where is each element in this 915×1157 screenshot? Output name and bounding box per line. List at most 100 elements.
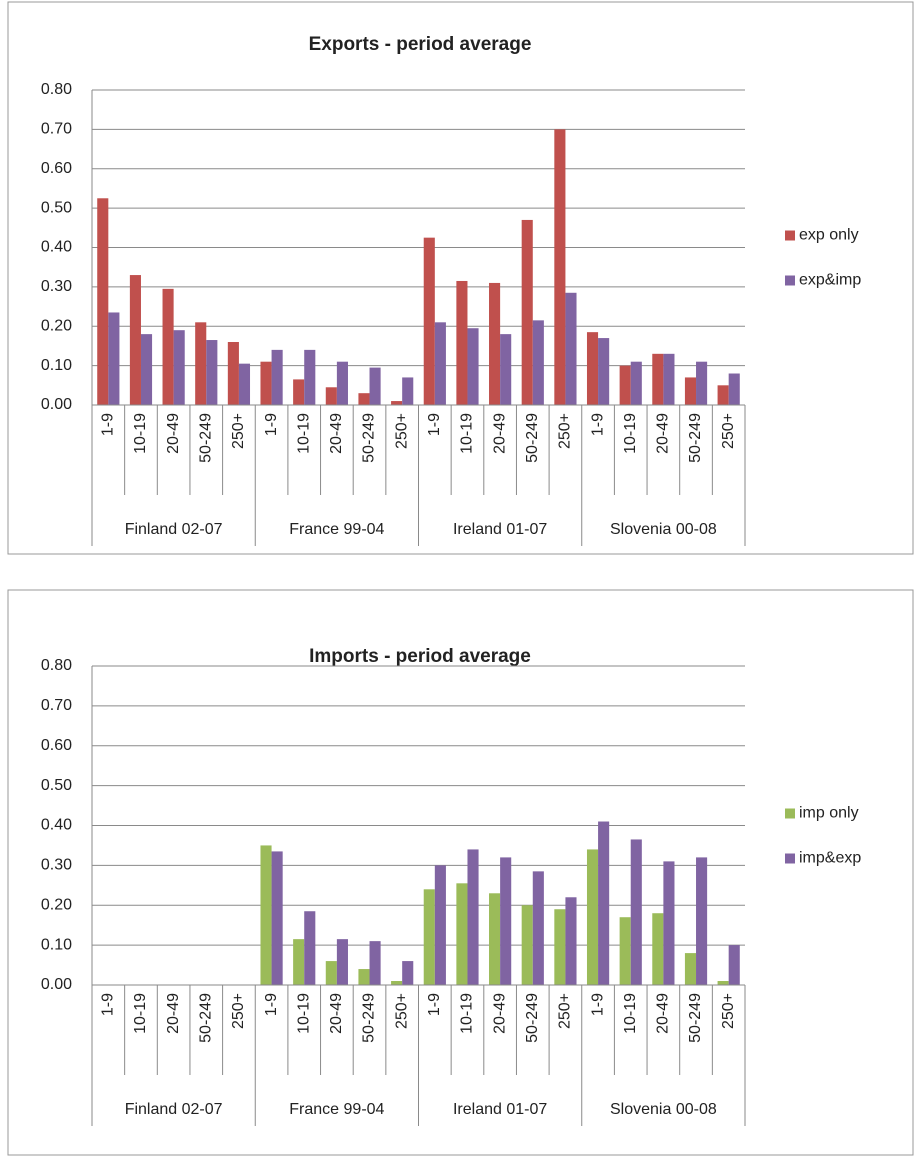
- bar: [304, 911, 316, 985]
- bar: [467, 328, 479, 405]
- bar: [271, 851, 283, 985]
- legend-swatch: [785, 230, 795, 241]
- x-tick-label: 250+: [230, 413, 247, 449]
- x-tick-label: 50-249: [361, 413, 378, 463]
- y-tick-label: 0.50: [41, 777, 72, 794]
- chart-title: Imports - period average: [309, 646, 531, 667]
- legend-label: imp only: [799, 805, 859, 822]
- bar: [598, 338, 610, 405]
- bar: [717, 981, 729, 985]
- bar: [108, 312, 120, 405]
- group-label: Finland 02-07: [125, 521, 223, 538]
- bar: [260, 845, 272, 985]
- bar: [304, 349, 316, 405]
- legend-swatch: [785, 275, 795, 286]
- bar: [162, 288, 174, 405]
- x-tick-label: 10-19: [622, 993, 639, 1034]
- group-label: Slovenia 00-08: [610, 521, 717, 538]
- bar: [293, 379, 305, 405]
- x-tick-label: 20-49: [328, 413, 345, 454]
- x-tick-label: 50-249: [687, 413, 704, 463]
- y-tick-label: 0.20: [41, 317, 72, 334]
- x-tick-label: 20-49: [491, 993, 508, 1034]
- bar: [598, 821, 610, 985]
- bar: [565, 897, 577, 985]
- bar: [717, 385, 729, 405]
- bar: [630, 361, 642, 405]
- bar: [402, 377, 414, 405]
- bar: [663, 861, 675, 985]
- x-tick-label: 250+: [393, 413, 410, 449]
- bar: [336, 939, 348, 985]
- x-tick-label: 10-19: [459, 413, 476, 454]
- x-tick-label: 20-49: [165, 993, 182, 1034]
- legend-swatch: [785, 808, 795, 819]
- x-tick-label: 10-19: [295, 993, 312, 1034]
- x-tick-label: 50-249: [687, 993, 704, 1043]
- y-tick-label: 0.50: [41, 199, 72, 216]
- bar: [696, 857, 708, 985]
- bar: [140, 334, 153, 405]
- x-tick-label: 1-9: [100, 413, 117, 436]
- bar: [489, 282, 501, 405]
- x-tick-label: 10-19: [132, 993, 149, 1034]
- bar: [369, 941, 381, 985]
- x-tick-label: 250+: [557, 993, 574, 1029]
- bar: [554, 129, 566, 405]
- bar: [684, 377, 697, 405]
- bar: [456, 883, 468, 985]
- bar: [325, 961, 337, 985]
- bar: [663, 353, 675, 405]
- y-tick-label: 0.70: [41, 121, 72, 138]
- bar: [586, 849, 599, 985]
- y-tick-label: 0.10: [41, 936, 72, 953]
- bar: [554, 909, 566, 985]
- bar: [467, 849, 479, 985]
- y-tick-label: 0.80: [41, 657, 72, 674]
- group-label: France 99-04: [289, 521, 384, 538]
- group-label: Ireland 01-07: [453, 521, 547, 538]
- x-tick-label: 10-19: [295, 413, 312, 454]
- x-tick-label: 250+: [230, 993, 247, 1029]
- x-tick-label: 20-49: [165, 413, 182, 454]
- x-tick-label: 50-249: [524, 413, 541, 463]
- bar: [728, 945, 740, 985]
- bar: [684, 953, 697, 985]
- x-tick-label: 1-9: [426, 413, 443, 436]
- x-tick-label: 20-49: [655, 413, 672, 454]
- bar: [369, 367, 381, 405]
- y-tick-label: 0.70: [41, 697, 72, 714]
- bar: [434, 322, 446, 405]
- x-tick-label: 1-9: [263, 993, 280, 1016]
- x-tick-label: 250+: [720, 993, 737, 1029]
- x-tick-label: 250+: [720, 413, 737, 449]
- bar: [456, 280, 468, 405]
- bar: [565, 292, 577, 405]
- bar: [532, 871, 544, 985]
- x-tick-label: 50-249: [361, 993, 378, 1043]
- x-tick-label: 1-9: [589, 413, 606, 436]
- bar: [521, 219, 533, 405]
- bar: [728, 373, 740, 405]
- x-tick-label: 50-249: [197, 993, 214, 1043]
- x-tick-label: 1-9: [589, 993, 606, 1016]
- y-tick-label: 0.80: [41, 81, 72, 98]
- y-tick-label: 0.10: [41, 357, 72, 374]
- bar: [391, 981, 403, 985]
- y-tick-label: 0.30: [41, 857, 72, 874]
- chart-frame: [7, 1, 914, 555]
- x-tick-label: 1-9: [100, 993, 117, 1016]
- bar: [619, 365, 631, 405]
- x-tick-label: 250+: [393, 993, 410, 1029]
- x-tick-label: 20-49: [328, 993, 345, 1034]
- bar: [500, 334, 512, 405]
- bar: [238, 363, 251, 405]
- bar: [500, 857, 512, 985]
- bar: [227, 342, 239, 405]
- bar: [358, 969, 370, 985]
- legend-swatch: [785, 853, 795, 864]
- group-label: Finland 02-07: [125, 1101, 223, 1118]
- bar: [586, 332, 599, 405]
- group-label: Ireland 01-07: [453, 1101, 547, 1118]
- chart-title: Exports - period average: [309, 34, 532, 55]
